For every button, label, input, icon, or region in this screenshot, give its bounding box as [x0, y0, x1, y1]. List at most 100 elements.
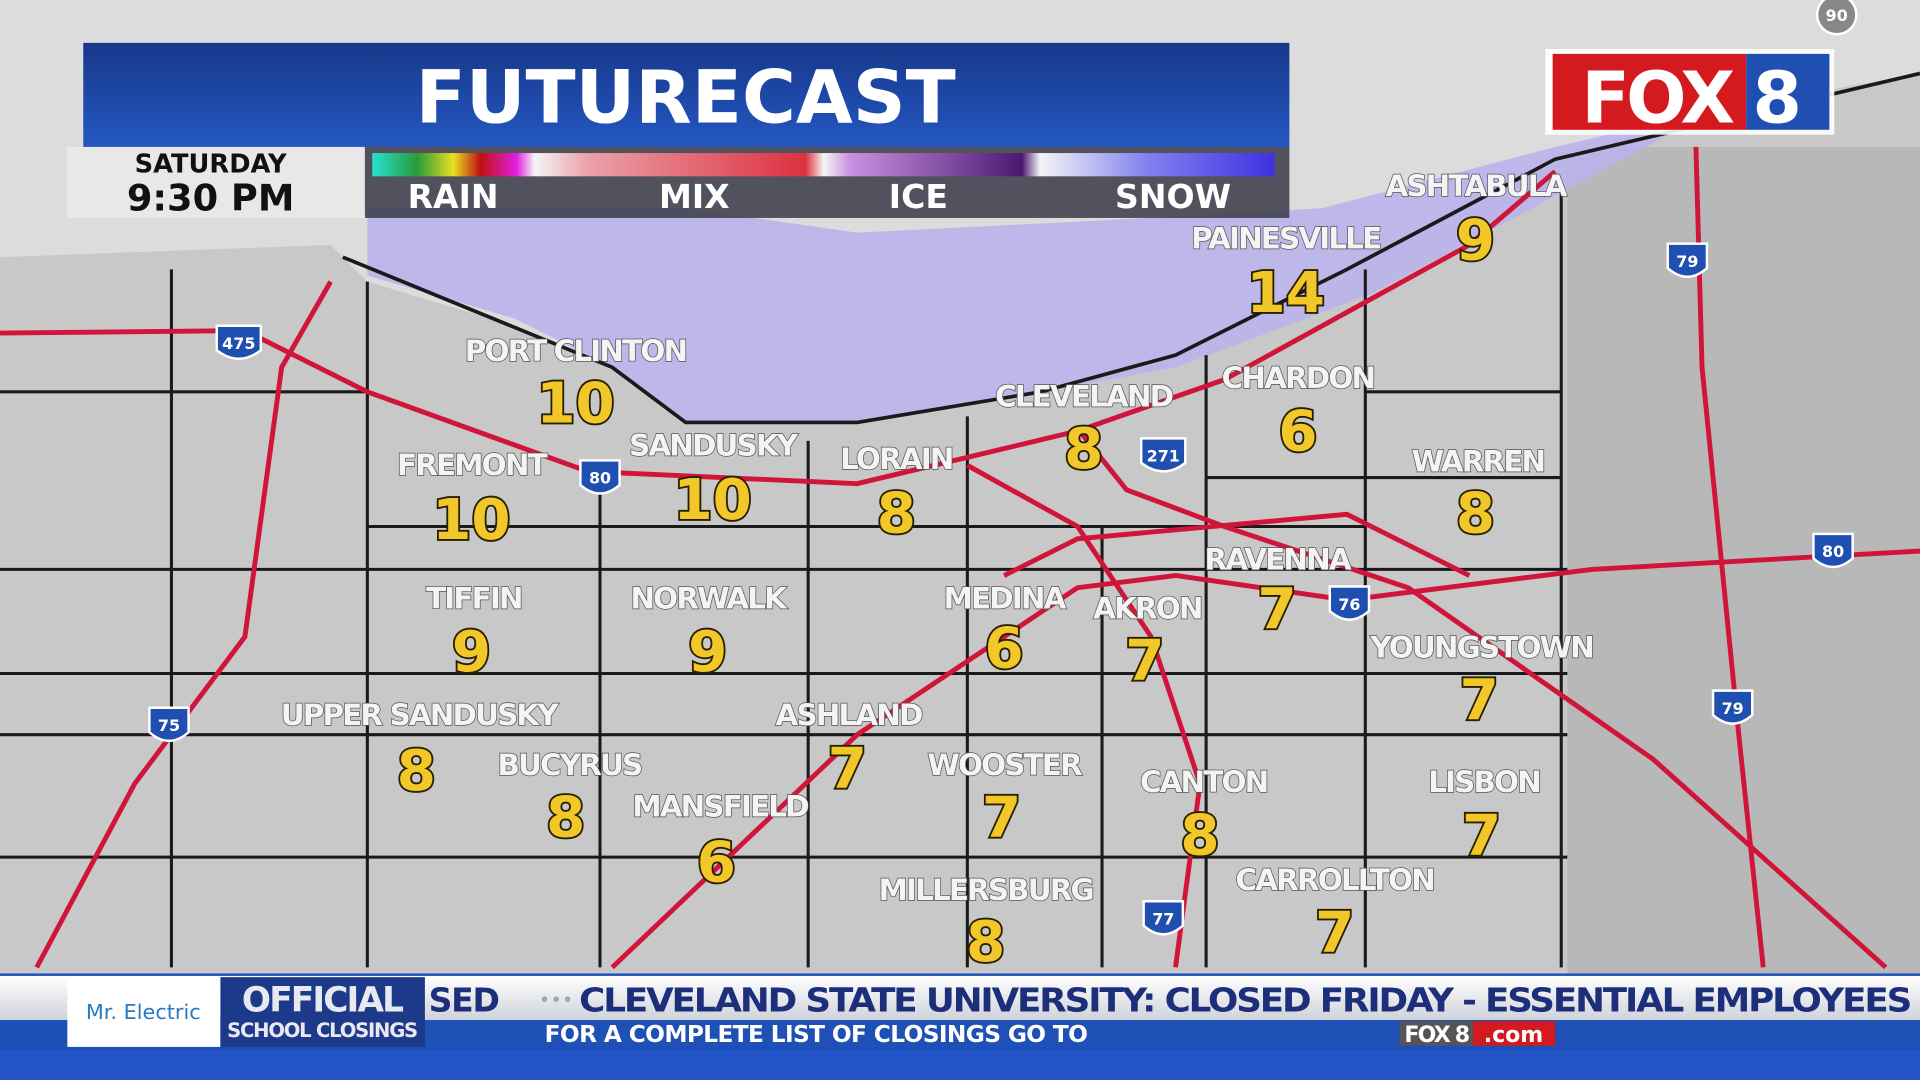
interstate-80-shield-pa: 80	[1812, 532, 1854, 569]
svg-text:CANTON: CANTON	[1140, 765, 1267, 799]
svg-text:6: 6	[697, 831, 736, 896]
svg-text:RAVENNA: RAVENNA	[1205, 542, 1352, 576]
ticker-headline: CLEVELAND STATE UNIVERSITY: CLOSED FRIDA…	[579, 980, 1910, 1019]
svg-text:7: 7	[1462, 804, 1501, 869]
svg-text:OFFICIAL: OFFICIAL	[242, 980, 403, 1020]
svg-text:9: 9	[1456, 209, 1495, 274]
city-ashland: ASHLAND 7	[775, 697, 925, 803]
svg-text:80: 80	[589, 469, 611, 488]
ticker-subline: FOR A COMPLETE LIST OF CLOSINGS GO TO	[545, 1021, 1088, 1048]
legend-snow: SNOW	[1115, 177, 1231, 216]
precip-color-scale	[372, 153, 1275, 177]
svg-text:LISBON: LISBON	[1428, 765, 1540, 799]
city-fremont: FREMONT 10	[396, 447, 550, 554]
city-sandusky: SANDUSKY 10	[628, 428, 801, 535]
city-lorain: LORAIN 8	[839, 441, 955, 548]
svg-text:FREMONT: FREMONT	[397, 448, 548, 482]
svg-text:9: 9	[688, 620, 727, 685]
svg-text:6: 6	[984, 616, 1023, 681]
svg-text:8: 8	[877, 482, 916, 547]
interstate-79-shield: 79	[1666, 242, 1709, 278]
svg-text:7: 7	[1125, 629, 1164, 694]
page-title: FUTURECAST	[416, 55, 956, 140]
interstate-90-shield: 90	[1815, 0, 1858, 36]
svg-text:PORT CLINTON: PORT CLINTON	[465, 334, 686, 368]
svg-text:CHARDON: CHARDON	[1222, 361, 1375, 395]
svg-text:CARROLLTON: CARROLLTON	[1236, 863, 1434, 897]
svg-text:8: 8	[546, 785, 585, 850]
interstate-77-shield: 77	[1142, 900, 1185, 936]
svg-text:UPPER SANDUSKY: UPPER SANDUSKY	[281, 698, 560, 732]
svg-text:8: 8	[1456, 482, 1495, 547]
legend-rain: RAIN	[408, 177, 499, 216]
svg-text:7: 7	[1460, 668, 1499, 733]
svg-text:14: 14	[1247, 261, 1325, 326]
svg-text:7: 7	[1315, 900, 1354, 965]
fox8-site-suffix[interactable]: .com	[1484, 1023, 1544, 1048]
legend-ice: ICE	[889, 177, 948, 216]
city-tiffin: TIFFIN 9	[425, 581, 524, 687]
sponsor-logo	[67, 977, 221, 1047]
svg-text:76: 76	[1338, 595, 1360, 614]
svg-text:77: 77	[1152, 909, 1174, 928]
svg-text:SCHOOL CLOSINGS: SCHOOL CLOSINGS	[227, 1019, 417, 1042]
ticker-previous-item: SED	[429, 980, 499, 1019]
header-panel: FUTURECAST SATURDAY 9:30 PM RAIN MIX ICE…	[67, 42, 1290, 220]
interstate-76-shield: 76	[1328, 585, 1371, 621]
svg-text:79: 79	[1722, 699, 1744, 718]
svg-text:8: 8	[1064, 417, 1103, 482]
svg-text:79: 79	[1676, 252, 1698, 271]
svg-text:TIFFIN: TIFFIN	[426, 582, 522, 616]
svg-text:10: 10	[536, 371, 614, 436]
svg-text:80: 80	[1822, 542, 1844, 561]
svg-text:8: 8	[1180, 804, 1219, 869]
svg-text:WOOSTER: WOOSTER	[927, 748, 1083, 782]
svg-text:MILLERSBURG: MILLERSBURG	[879, 873, 1093, 907]
svg-text:10: 10	[432, 488, 510, 553]
interstate-79-shield-south: 79	[1711, 689, 1754, 725]
ticker-bottom-band	[426, 1020, 1920, 1047]
city-ashtabula: ASHTABULA 9	[1385, 168, 1571, 275]
svg-text:6: 6	[1278, 400, 1317, 465]
interstate-271-shield: 271	[1140, 437, 1187, 473]
svg-text:ASHLAND: ASHLAND	[776, 698, 922, 732]
svg-text:BUCYRUS: BUCYRUS	[497, 748, 641, 782]
svg-text:SANDUSKY: SANDUSKY	[629, 429, 799, 463]
county-lines	[0, 183, 1568, 968]
city-chardon: CHARDON 6	[1221, 360, 1377, 466]
svg-text:75: 75	[158, 716, 180, 735]
forecast-day: SATURDAY	[135, 150, 287, 180]
svg-text:LORAIN: LORAIN	[840, 442, 953, 476]
svg-text:YOUNGSTOWN: YOUNGSTOWN	[1369, 631, 1593, 665]
fox8-site-brand[interactable]: FOX 8	[1404, 1023, 1470, 1048]
interstate-80-shield: 80	[579, 459, 621, 495]
svg-text:7: 7	[1258, 577, 1297, 642]
svg-text:FOX 8: FOX 8	[1581, 56, 1798, 139]
interstate-roads	[0, 146, 1920, 970]
svg-text:PAINESVILLE: PAINESVILLE	[1191, 222, 1380, 256]
city-lisbon: LISBON 7	[1427, 765, 1542, 871]
interstate-75-shield: 75	[148, 706, 190, 743]
ticker-separator-dots: •••	[539, 989, 574, 1012]
city-canton: CANTON 8	[1139, 765, 1270, 871]
svg-text:475: 475	[222, 334, 255, 353]
city-mansfield: MANSFIELD 6	[632, 789, 811, 897]
legend-mix: MIX	[659, 177, 730, 216]
city-warren: WARREN 8	[1411, 444, 1547, 549]
city-akron: AKRON 7	[1092, 591, 1204, 696]
svg-text:7: 7	[828, 736, 867, 801]
svg-text:271: 271	[1147, 447, 1180, 466]
official-school-closings-badge	[220, 977, 425, 1047]
title-bar	[83, 42, 1290, 147]
snow-band	[367, 110, 1715, 423]
svg-text:7: 7	[982, 785, 1021, 850]
